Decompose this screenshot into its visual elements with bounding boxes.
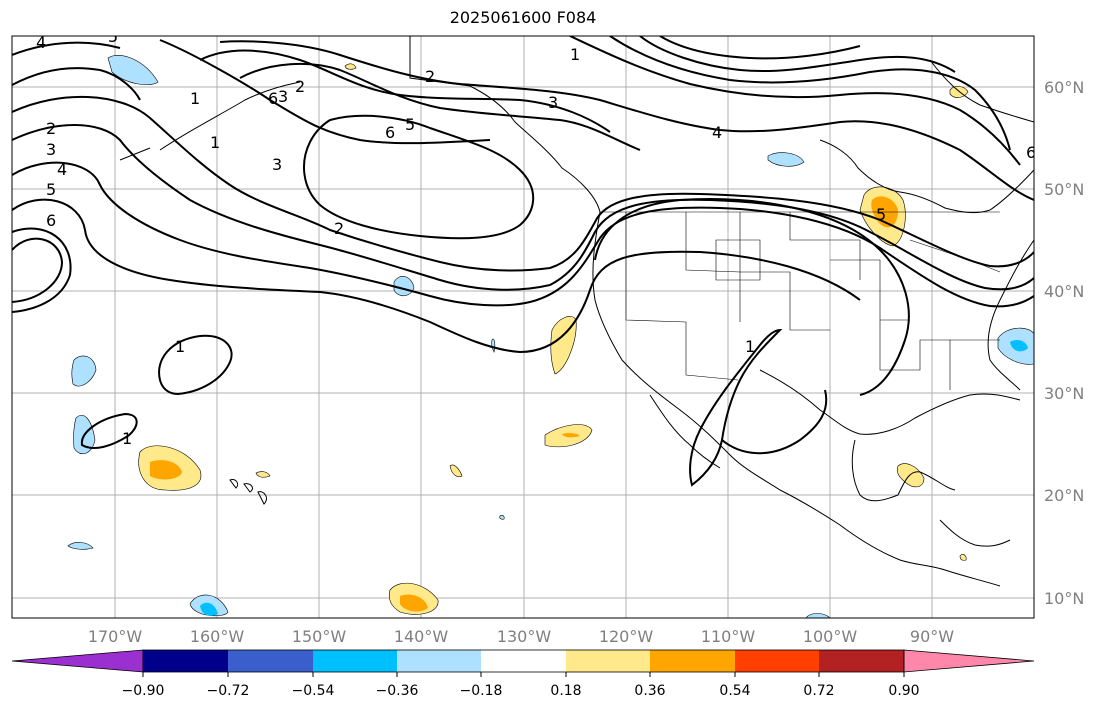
negative-anomaly <box>71 355 97 387</box>
colorbar-tick-label: −0.36 <box>376 683 419 699</box>
contour-label: 2 <box>334 219 344 238</box>
contour-label: 5 <box>876 205 886 224</box>
contour-label: 6 <box>1026 143 1036 162</box>
colorbar-segment <box>143 650 228 672</box>
lat-label: 10°N <box>1044 589 1084 608</box>
colorbar-tick-label: 0.54 <box>719 683 750 699</box>
negative-anomaly <box>67 542 94 550</box>
contour-lines <box>12 36 1034 487</box>
lon-label: 110°W <box>701 627 756 646</box>
lat-label: 60°N <box>1044 78 1084 97</box>
negative-anomaly <box>1010 340 1028 352</box>
colorbar-tick-label: −0.90 <box>122 683 165 699</box>
colorbar-tick-label: −0.72 <box>207 683 250 699</box>
negative-anomaly <box>767 152 805 167</box>
lon-label: 140°W <box>394 627 449 646</box>
contour-label: 1 <box>175 337 185 356</box>
contour-label: 5 <box>108 27 118 46</box>
contour-label: 4 <box>57 160 67 179</box>
colorbar-tick-label: 0.18 <box>550 683 581 699</box>
coastlines <box>119 36 1034 587</box>
contour-label: 5 <box>405 115 415 134</box>
colorbar-segment <box>397 650 481 672</box>
lon-label: 90°W <box>910 627 954 646</box>
colorbar-segment <box>481 650 566 672</box>
contour-label: 2 <box>46 119 56 138</box>
contour-label: 2 <box>295 77 305 96</box>
colorbar-segment <box>313 650 397 672</box>
contour-label: 1 <box>570 45 580 64</box>
colorbar: −0.90 −0.72 −0.54 −0.36 −0.18 0.18 0.36 … <box>11 649 1035 699</box>
contour-label: 5 <box>46 180 56 199</box>
longitude-labels: 170°W 160°W 150°W 140°W 130°W 120°W 110°… <box>88 627 954 646</box>
colorbar-segment <box>819 650 904 672</box>
positive-anomaly <box>344 63 357 70</box>
contour-label: 3 <box>46 140 56 159</box>
negative-anomaly <box>107 54 159 85</box>
colorbar-tick-label: −0.54 <box>292 683 335 699</box>
colorbar-tick-label: 0.72 <box>803 683 834 699</box>
contour-label: 3 <box>278 87 288 106</box>
colorbar-extend-low <box>11 649 144 673</box>
contour-label: 1 <box>190 89 200 108</box>
positive-anomaly <box>896 463 925 488</box>
anomaly-shading <box>67 54 1034 618</box>
map-title: 2025061600 F084 <box>449 8 597 27</box>
lon-label: 130°W <box>497 627 552 646</box>
lat-label: 30°N <box>1044 384 1084 403</box>
negative-anomaly <box>499 514 505 520</box>
lat-label: 20°N <box>1044 486 1084 505</box>
contour-label-group: 1 2 3 4 5 6 2 3 4 5 6 6 5 3 2 1 1 1 2 3 … <box>36 27 1036 448</box>
contour-label: 3 <box>548 93 558 112</box>
colorbar-tick-label: 0.90 <box>888 683 919 699</box>
lon-label: 150°W <box>292 627 347 646</box>
lon-label: 120°W <box>599 627 654 646</box>
negative-anomaly <box>491 338 496 353</box>
colorbar-segment <box>650 650 735 672</box>
contour-label: 3 <box>272 155 282 174</box>
colorbar-segment <box>228 650 313 672</box>
colorbar-segment <box>566 650 650 672</box>
positive-anomaly <box>150 460 182 480</box>
contour-label: 6 <box>268 89 278 108</box>
lon-label: 170°W <box>88 627 143 646</box>
negative-anomaly <box>200 602 218 616</box>
contour-label: 4 <box>36 33 46 52</box>
contour-label: 2 <box>425 67 435 86</box>
latitude-labels: 60°N 50°N 40°N 30°N 20°N 10°N <box>1044 78 1084 608</box>
positive-anomaly <box>562 432 580 438</box>
colorbar-extend-high <box>903 649 1035 673</box>
positive-anomaly <box>449 464 463 477</box>
positive-anomaly <box>400 594 428 612</box>
contour-label: 4 <box>712 123 722 142</box>
colorbar-tick-label: 0.36 <box>634 683 665 699</box>
contour-label: 6 <box>46 211 56 230</box>
positive-anomaly <box>959 554 967 561</box>
positive-anomaly <box>255 471 271 478</box>
contour-label: 1 <box>745 337 755 356</box>
lat-label: 40°N <box>1044 282 1084 301</box>
colorbar-tick-label: −0.18 <box>460 683 503 699</box>
lat-label: 50°N <box>1044 180 1084 199</box>
map-frame <box>11 35 1035 619</box>
contour-label: 1 <box>210 133 220 152</box>
lon-label: 100°W <box>803 627 858 646</box>
lon-label: 160°W <box>190 627 245 646</box>
colorbar-segment <box>735 650 819 672</box>
map-area[interactable] <box>12 36 1034 618</box>
contour-label: 6 <box>385 123 395 142</box>
positive-anomaly <box>550 316 577 375</box>
contour-label: 1 <box>122 429 132 448</box>
